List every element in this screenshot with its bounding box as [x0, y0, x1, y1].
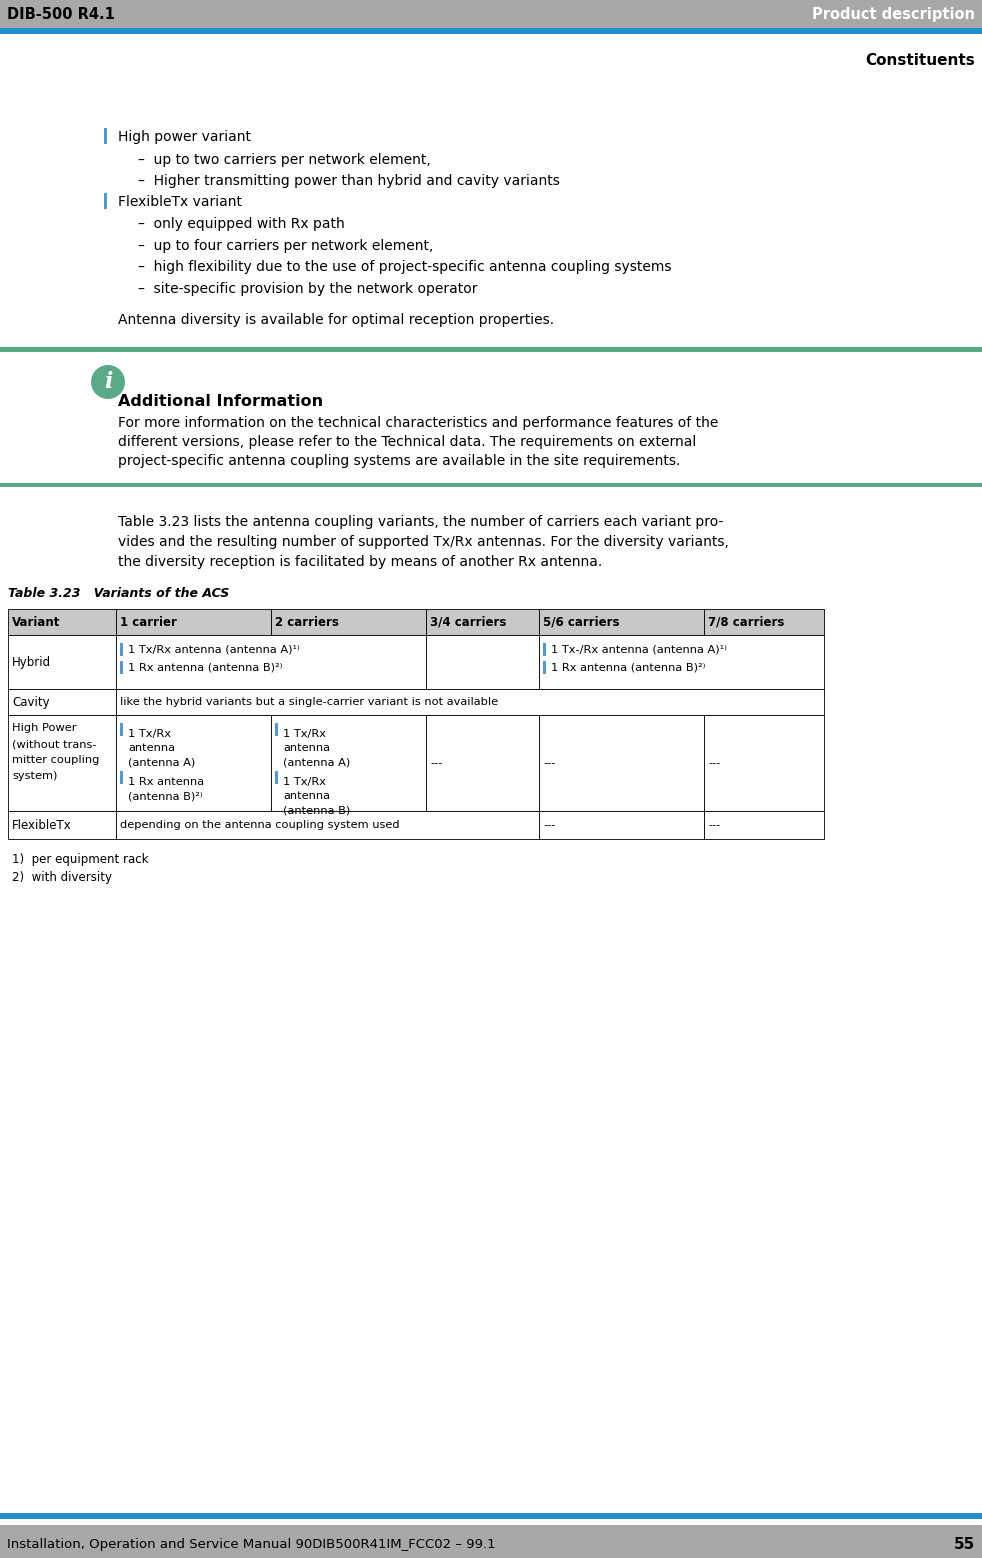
Text: 1 Tx/Rx: 1 Tx/Rx: [283, 729, 326, 738]
Bar: [704, 715, 824, 812]
Bar: [539, 715, 704, 812]
Text: (antenna A): (antenna A): [128, 757, 195, 767]
Text: 2)  with diversity: 2) with diversity: [12, 871, 112, 883]
Text: 1 Rx antenna (antenna B)²⁾: 1 Rx antenna (antenna B)²⁾: [551, 662, 705, 671]
Text: ---: ---: [543, 820, 556, 830]
Bar: [543, 643, 546, 656]
Text: (antenna B): (antenna B): [283, 805, 351, 815]
Bar: [120, 661, 123, 675]
Bar: [426, 715, 539, 812]
Text: i: i: [104, 371, 112, 393]
Text: For more information on the technical characteristics and performance features o: For more information on the technical ch…: [118, 416, 719, 430]
Text: 1 carrier: 1 carrier: [120, 615, 177, 628]
Text: –  high flexibility due to the use of project-specific antenna coupling systems: – high flexibility due to the use of pro…: [138, 260, 672, 274]
Text: 5/6 carriers: 5/6 carriers: [543, 615, 620, 628]
Text: 1 Rx antenna (antenna B)²⁾: 1 Rx antenna (antenna B)²⁾: [128, 662, 283, 671]
Text: FlexibleTx: FlexibleTx: [12, 818, 72, 832]
Bar: [104, 193, 107, 209]
Text: antenna: antenna: [283, 743, 330, 753]
Bar: [116, 636, 426, 689]
Bar: [8, 715, 116, 812]
Text: 1 Rx antenna: 1 Rx antenna: [128, 777, 204, 787]
Text: 1 Tx-/Rx antenna (antenna A)¹⁾: 1 Tx-/Rx antenna (antenna A)¹⁾: [551, 643, 727, 654]
Text: mitter coupling: mitter coupling: [12, 756, 99, 765]
Text: antenna: antenna: [128, 743, 175, 753]
Text: project-specific antenna coupling systems are available in the site requirements: project-specific antenna coupling system…: [118, 453, 681, 467]
Bar: [426, 609, 539, 636]
Bar: [116, 689, 824, 715]
Text: High power variant: High power variant: [118, 129, 251, 143]
Bar: [120, 723, 123, 735]
Text: –  up to four carriers per network element,: – up to four carriers per network elemen…: [138, 238, 433, 252]
Text: –  site-specific provision by the network operator: – site-specific provision by the network…: [138, 282, 477, 296]
Bar: [275, 723, 278, 735]
Bar: [539, 636, 824, 689]
Bar: [275, 771, 278, 784]
Text: DIB-500 R4.1: DIB-500 R4.1: [7, 6, 115, 22]
Bar: [116, 812, 539, 840]
Text: Product description: Product description: [812, 6, 975, 22]
Text: ---: ---: [430, 759, 442, 768]
Text: Hybrid: Hybrid: [12, 656, 51, 668]
Bar: [539, 609, 704, 636]
Bar: [116, 715, 271, 812]
Text: 55: 55: [954, 1538, 975, 1552]
Text: Variant: Variant: [12, 615, 60, 628]
Bar: [8, 636, 116, 689]
Text: (antenna B)²⁾: (antenna B)²⁾: [128, 791, 202, 801]
Text: (without trans-: (without trans-: [12, 738, 96, 749]
Bar: [0, 1525, 982, 1558]
Text: 1 Tx/Rx antenna (antenna A)¹⁾: 1 Tx/Rx antenna (antenna A)¹⁾: [128, 643, 300, 654]
Text: Additional Information: Additional Information: [118, 394, 323, 410]
Text: –  Higher transmitting power than hybrid and cavity variants: – Higher transmitting power than hybrid …: [138, 174, 560, 189]
Bar: [0, 0, 982, 28]
Bar: [8, 609, 116, 636]
Bar: [8, 812, 116, 840]
Text: Installation, Operation and Service Manual 90DIB500R41IM_FCC02 – 99.1: Installation, Operation and Service Manu…: [7, 1538, 496, 1552]
Text: like the hybrid variants but a single-carrier variant is not available: like the hybrid variants but a single-ca…: [120, 696, 498, 707]
Text: depending on the antenna coupling system used: depending on the antenna coupling system…: [120, 820, 400, 830]
Bar: [543, 661, 546, 675]
Bar: [0, 483, 982, 488]
Text: 2 carriers: 2 carriers: [275, 615, 339, 628]
Text: ---: ---: [543, 759, 556, 768]
Text: Cavity: Cavity: [12, 695, 50, 709]
Bar: [120, 771, 123, 784]
Bar: [0, 1513, 982, 1519]
Text: 1 Tx/Rx: 1 Tx/Rx: [128, 729, 171, 738]
Bar: [120, 643, 123, 656]
Text: antenna: antenna: [283, 791, 330, 801]
Text: ---: ---: [708, 820, 721, 830]
Text: 1)  per equipment rack: 1) per equipment rack: [12, 852, 148, 866]
Text: Table 3.23   Variants of the ACS: Table 3.23 Variants of the ACS: [8, 587, 229, 600]
Text: 7/8 carriers: 7/8 carriers: [708, 615, 785, 628]
Text: vides and the resulting number of supported Tx/Rx antennas. For the diversity va: vides and the resulting number of suppor…: [118, 534, 729, 548]
Bar: [271, 715, 426, 812]
Text: Table 3.23 lists the antenna coupling variants, the number of carriers each vari: Table 3.23 lists the antenna coupling va…: [118, 516, 724, 530]
Bar: [704, 609, 824, 636]
Bar: [426, 636, 539, 689]
Text: system): system): [12, 771, 57, 781]
Bar: [104, 128, 107, 143]
Bar: [0, 28, 982, 34]
Text: FlexibleTx variant: FlexibleTx variant: [118, 195, 242, 209]
Bar: [539, 812, 704, 840]
Text: Antenna diversity is available for optimal reception properties.: Antenna diversity is available for optim…: [118, 313, 554, 327]
Text: –  up to two carriers per network element,: – up to two carriers per network element…: [138, 153, 431, 167]
Text: 1 Tx/Rx: 1 Tx/Rx: [283, 777, 326, 787]
Text: different versions, please refer to the Technical data. The requirements on exte: different versions, please refer to the …: [118, 435, 696, 449]
Bar: [704, 812, 824, 840]
Text: 3/4 carriers: 3/4 carriers: [430, 615, 507, 628]
Text: High Power: High Power: [12, 723, 77, 732]
Text: ---: ---: [708, 759, 721, 768]
Bar: [271, 609, 426, 636]
Text: (antenna A): (antenna A): [283, 757, 351, 767]
Text: Constituents: Constituents: [865, 53, 975, 67]
Text: the diversity reception is facilitated by means of another Rx antenna.: the diversity reception is facilitated b…: [118, 555, 602, 569]
Bar: [8, 689, 116, 715]
Bar: [0, 347, 982, 352]
Circle shape: [91, 365, 125, 399]
Text: –  only equipped with Rx path: – only equipped with Rx path: [138, 217, 345, 231]
Bar: [116, 609, 271, 636]
